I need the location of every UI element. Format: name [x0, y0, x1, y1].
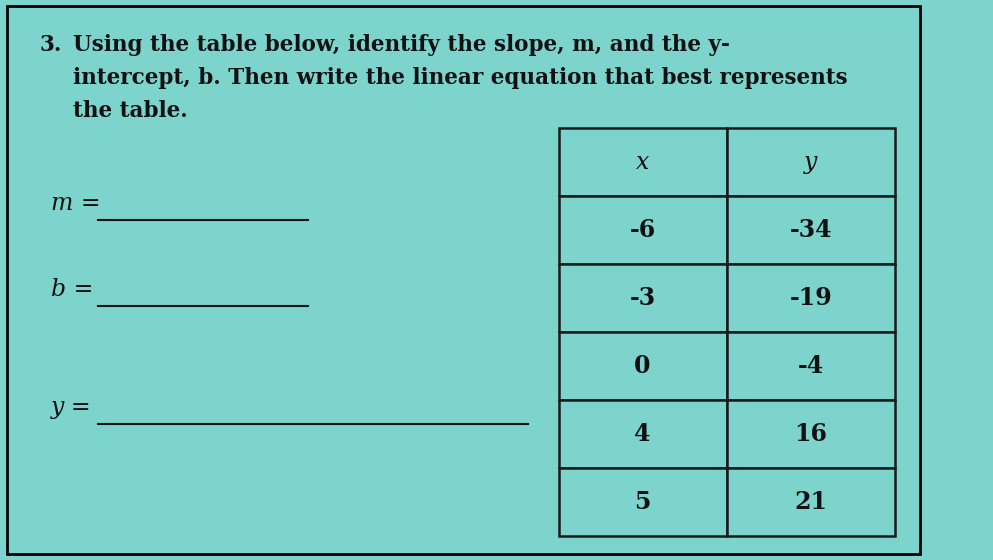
Text: b =: b =	[52, 278, 101, 301]
Bar	[558, 332, 727, 400]
Bar	[727, 196, 895, 264]
Text: the table.: the table.	[72, 100, 188, 122]
Text: m =: m =	[52, 192, 108, 215]
Text: 21: 21	[794, 490, 827, 514]
Bar	[558, 264, 727, 332]
Bar	[558, 400, 727, 468]
Bar	[727, 332, 895, 400]
Text: 0: 0	[635, 354, 650, 378]
Bar	[558, 196, 727, 264]
Text: -19: -19	[789, 286, 832, 310]
Bar	[727, 264, 895, 332]
Bar	[558, 128, 727, 196]
Text: -34: -34	[789, 218, 832, 242]
Text: x: x	[636, 151, 649, 174]
Bar	[727, 128, 895, 196]
Text: -4: -4	[797, 354, 824, 378]
Text: 4: 4	[635, 422, 650, 446]
Bar	[558, 468, 727, 536]
Bar	[727, 400, 895, 468]
Text: 3.: 3.	[40, 34, 62, 56]
Text: y: y	[804, 151, 817, 174]
Text: -3: -3	[630, 286, 655, 310]
Text: y =: y =	[52, 396, 99, 419]
Text: 16: 16	[794, 422, 827, 446]
Bar	[727, 468, 895, 536]
Text: Using the table below, identify the slope, m, and the y-: Using the table below, identify the slop…	[72, 34, 730, 56]
Text: 5: 5	[635, 490, 650, 514]
Text: intercept, b. Then write the linear equation that best represents: intercept, b. Then write the linear equa…	[72, 67, 847, 89]
Text: -6: -6	[630, 218, 655, 242]
